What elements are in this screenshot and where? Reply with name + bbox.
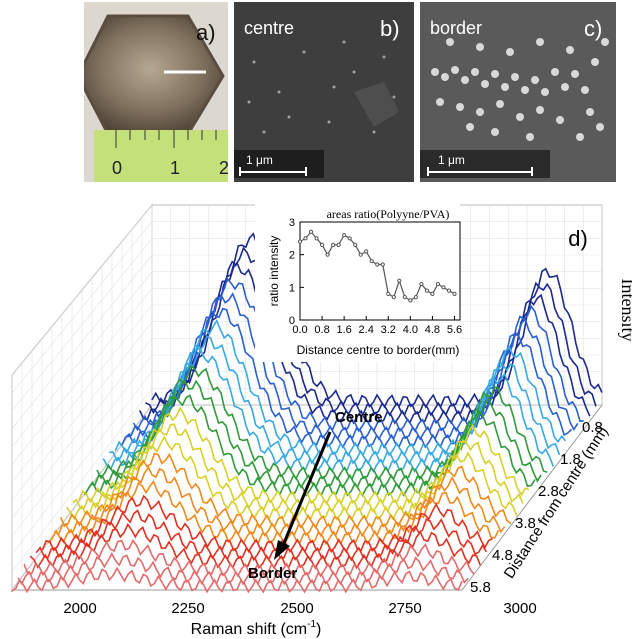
z-tick-2.8: 2.8 [538,483,559,500]
z-tick-1.8: 1.8 [560,451,581,468]
panel-label-b: b) [380,16,400,41]
panel-label-c: c) [584,16,603,41]
inset-y-tick-label: 1 [289,282,295,294]
raman-spectrum-line [151,232,603,409]
region-label-centre: centre [244,18,295,38]
inset-data-point [380,262,385,267]
x-tick-2500: 2500 [280,600,313,617]
inset-data-point [325,252,330,257]
x-tick-2250: 2250 [171,600,204,617]
inset-x-tick-label: 2.4 [359,324,374,336]
arrow-head [274,540,290,560]
z-tick-4.8: 4.8 [492,547,513,564]
z-tick-3.8: 3.8 [515,515,536,532]
inset-data-point [369,259,374,264]
photo-panel-a: 0 1 2 a) [84,2,228,182]
inset-data-point [402,295,407,300]
raman-spectrum-line [66,435,518,522]
x-tick-2750: 2750 [388,600,421,617]
sem-panel-c: 1 μm border c) [420,2,616,182]
inset-chart: areas ratio(Polyyne/PVA) 0 1 2 3 0.0 0.8 1.6 2… [255,202,462,362]
panel-label-a: a) [196,20,216,45]
inset-y-tick-label: 3 [289,217,295,229]
raman-spectrum-line [114,318,567,457]
crystal-photo: 0 1 2 [84,2,228,182]
ruler-tick-2: 2 [219,158,228,178]
inset-data-point [358,252,363,257]
inset-x-tick-label: 5.6 [447,324,462,336]
z-tick-0.8: 0.8 [582,419,603,436]
z-axis: 0.8 1.8 2.8 3.8 4.8 5.8 [470,419,603,596]
inset-title: areas ratio(Polyyne/PVA) [327,207,450,221]
x-tick-3000: 3000 [503,600,536,617]
inset-data-point [297,239,303,244]
x-axis-label: Raman shift (cm-1) [191,619,322,638]
inset-data-point [386,291,391,296]
inset-x-tick-label: 1.6 [336,324,351,336]
inset-y-tick-label: 2 [289,250,295,262]
scale-label-c: 1 μm [438,153,465,167]
inset-axes-box [299,221,461,321]
inset-data-point [435,281,441,287]
region-label-border: border [430,18,483,38]
raman-spectrum-line [72,423,524,514]
y-axis-label: Intensity [618,279,632,342]
inset-data-point [364,249,369,254]
x-axis: 2000 2250 2500 2750 3000 [63,600,536,617]
inset-y-tick-label: 0 [289,315,295,327]
sem-image-centre: 1 μm [234,2,414,182]
inset-data-point [430,291,435,296]
inset-x-tick-label: 0.8 [314,324,329,336]
inset-data-point [441,285,446,290]
inset-data-point [308,229,314,234]
inset-data-point [353,242,358,247]
inset-x-tick-label: 0.0 [292,324,307,336]
sem-panel-b: 1 μm centre b) [234,2,414,182]
inset-data-point [331,242,336,247]
annotation-centre: Centre [335,409,383,426]
ruler-tick-1: 1 [170,158,180,178]
inset-x-label: Distance centre to border(mm) [297,343,460,357]
x-tick-2000: 2000 [63,600,96,617]
inset-data-point [446,288,452,293]
inset-data-point [347,236,352,241]
inset-y-label: ratio intensity [267,236,281,307]
raman-spectrum-line [41,494,493,554]
inset-data-point [303,236,308,241]
panel-label-d: d) [568,226,588,251]
raman-spectrum-line [29,522,482,570]
centre-to-border-arrow [280,431,332,549]
inset-data-point [413,295,418,300]
inset-data-point [319,242,325,247]
raman-spectrum-line [108,335,561,465]
inset-data-point [397,278,402,283]
inset-x-tick-label: 3.2 [381,324,396,336]
scale-label-b: 1 μm [246,153,273,167]
annotation-border: Border [248,565,297,582]
sem-image-border: 1 μm [420,2,616,182]
raman-spectrum-line [11,566,463,594]
inset-x-tick-label: 4.8 [425,324,440,336]
inset-data-point [452,291,457,296]
inset-data-point [342,232,347,238]
inset-data-point [314,236,319,241]
inset-data-point [391,295,396,300]
inset-data-point [336,242,341,247]
inset-data-point [375,262,380,267]
raman-spectrum-line [35,509,487,562]
inset-x-tick-label: 4.0 [403,324,418,336]
raman-spectrum-line [23,538,475,578]
inset-data-point [424,288,429,293]
inset-data-point [408,298,413,303]
inset-data-point [419,281,424,287]
spectra-group [11,232,603,594]
z-tick-5.8: 5.8 [470,579,491,596]
ruler-tick-0: 0 [112,158,122,178]
